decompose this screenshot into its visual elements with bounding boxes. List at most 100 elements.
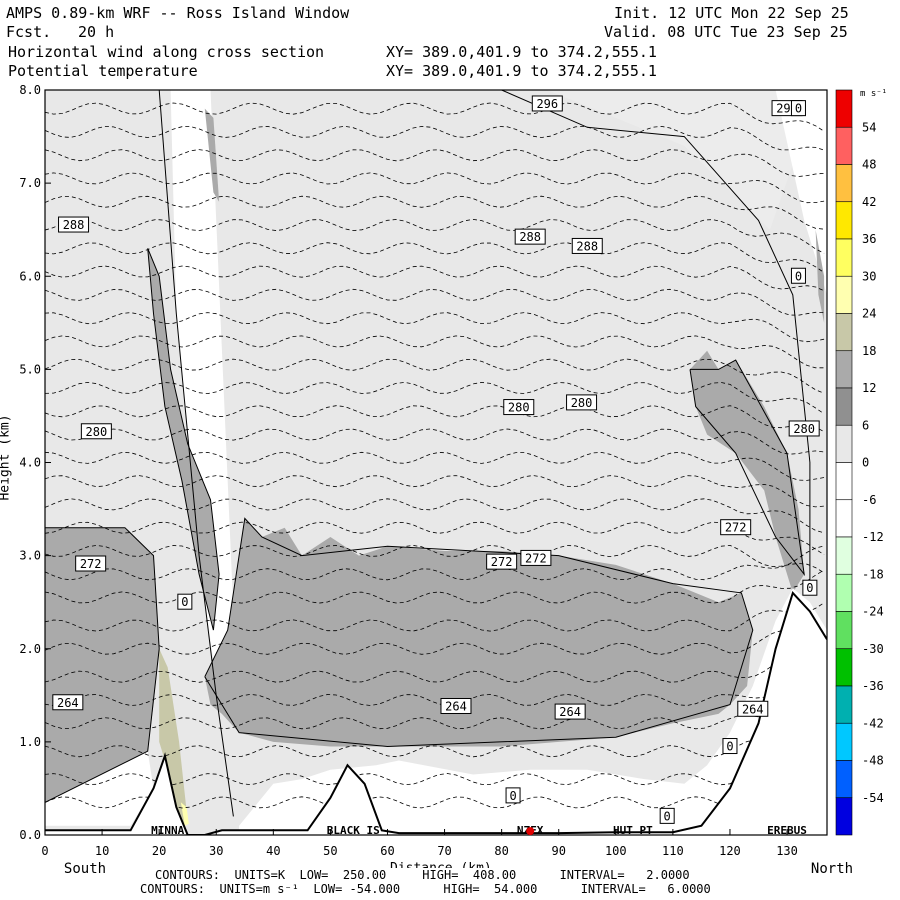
theta-contour bbox=[45, 195, 825, 230]
theta-label-box bbox=[737, 700, 769, 717]
theta-contour bbox=[45, 335, 825, 369]
theta-contour bbox=[45, 475, 825, 508]
theta-contour bbox=[45, 545, 825, 581]
field-theta-label: Potential temperature bbox=[8, 62, 198, 80]
theta-contour bbox=[45, 358, 825, 394]
y-tick-label: 4.0 bbox=[19, 456, 41, 470]
wind-fill-12-18-left bbox=[45, 527, 160, 803]
theta-label-box bbox=[720, 519, 752, 536]
theta-label-text: 272 bbox=[491, 555, 513, 569]
x-tick-label: 130 bbox=[776, 844, 798, 858]
colorbar-swatch bbox=[835, 462, 853, 501]
theta-contour bbox=[45, 451, 825, 481]
wind-label-box bbox=[802, 579, 818, 596]
wind-label-text: 0 bbox=[726, 740, 733, 754]
wind-contour bbox=[689, 359, 805, 577]
wind-fill-12-18-top bbox=[204, 108, 220, 202]
wind-fill-white-jet bbox=[170, 90, 234, 705]
y-tick-label: 0.0 bbox=[19, 828, 41, 842]
theta-label: 288 bbox=[571, 237, 603, 254]
theta-label: 264 bbox=[554, 703, 586, 720]
wind-fill-white-right bbox=[775, 90, 827, 295]
theta-label-text: 264 bbox=[445, 699, 467, 713]
x-tick-label: 30 bbox=[209, 844, 223, 858]
theta-label-box bbox=[58, 216, 90, 233]
colorbar-label: -36 bbox=[862, 679, 884, 693]
theta-contour bbox=[45, 405, 825, 433]
colorbar-swatch bbox=[835, 648, 853, 687]
theta-label-box bbox=[75, 555, 107, 572]
theta-contour bbox=[45, 149, 825, 177]
wind-label-text: 0 bbox=[806, 581, 813, 595]
x-tick-label: 110 bbox=[662, 844, 684, 858]
theta-contour bbox=[45, 265, 825, 292]
theta-label: 272 bbox=[486, 553, 518, 570]
theta-label: 264 bbox=[440, 697, 472, 714]
colorbar-label: 12 bbox=[862, 381, 876, 395]
colorbar-label: -24 bbox=[862, 605, 884, 619]
theta-contour bbox=[45, 498, 825, 534]
wind-label-box bbox=[790, 100, 806, 117]
wind-contour bbox=[204, 517, 754, 748]
wind-fill-12-18-right bbox=[690, 350, 805, 593]
terrain-label: MINNA bbox=[151, 824, 184, 837]
wind-label-text: 0 bbox=[795, 102, 802, 116]
forecast-label: Fcst. bbox=[6, 23, 52, 41]
wind-label-box bbox=[790, 267, 806, 284]
theta-label-box bbox=[514, 228, 546, 245]
theta-label-text: 272 bbox=[80, 557, 102, 571]
field-wind-label: Horizontal wind along cross section bbox=[8, 43, 325, 61]
y-tick-label: 1.0 bbox=[19, 735, 41, 749]
theta-contour bbox=[45, 569, 825, 604]
theta-label-box bbox=[52, 694, 84, 711]
x-tick-label: 80 bbox=[494, 844, 508, 858]
x-tick-label: 50 bbox=[323, 844, 337, 858]
x-end-label-south: South bbox=[64, 861, 106, 877]
wind-contour bbox=[45, 527, 160, 803]
colorbar-label: 54 bbox=[862, 120, 876, 134]
xy-range-2: XY= 389.0,401.9 to 374.2,555.1 bbox=[386, 62, 657, 80]
colorbar-swatch bbox=[835, 611, 853, 650]
theta-label: 296 bbox=[531, 95, 563, 112]
wind-label-text: 0 bbox=[509, 789, 516, 803]
init-time: Init. 12 UTC Mon 22 Sep 25 bbox=[614, 4, 849, 22]
wind-contour bbox=[158, 90, 234, 817]
y-tick-label: 8.0 bbox=[19, 83, 41, 97]
wind-contour bbox=[147, 248, 220, 631]
x-tick-label: 70 bbox=[437, 844, 451, 858]
theta-label-text: 288 bbox=[63, 218, 85, 232]
colorbar-swatch bbox=[835, 275, 853, 314]
colorbar-swatch bbox=[835, 164, 853, 203]
theta-label: 280 bbox=[503, 399, 535, 416]
x-tick-label: 0 bbox=[41, 844, 48, 858]
wind-label: 0 bbox=[722, 738, 738, 755]
wind-label-box bbox=[659, 807, 675, 824]
wind-label: 0 bbox=[659, 807, 675, 824]
wind-label: 0 bbox=[802, 579, 818, 596]
colorbar-swatch bbox=[835, 313, 853, 352]
theta-contour bbox=[45, 125, 825, 151]
colorbar-label: 36 bbox=[862, 232, 876, 246]
colorbar-swatch bbox=[835, 499, 853, 538]
colorbar-label: 6 bbox=[862, 418, 869, 432]
theta-label-text: 280 bbox=[86, 425, 108, 439]
colorbar-label: -48 bbox=[862, 754, 884, 768]
theta-label-text: 296 bbox=[536, 97, 558, 111]
theta-label-box bbox=[531, 95, 563, 112]
colorbar-swatch bbox=[835, 201, 853, 240]
wind-label-text: 0 bbox=[795, 269, 802, 283]
theta-contour bbox=[45, 521, 825, 556]
theta-contour bbox=[45, 722, 825, 758]
colorbar-label: 48 bbox=[862, 158, 876, 172]
station-marker bbox=[526, 827, 535, 836]
theta-contour bbox=[45, 602, 825, 632]
colorbar-label: 0 bbox=[862, 456, 869, 470]
colorbar-label: 18 bbox=[862, 344, 876, 358]
colorbar-label: 42 bbox=[862, 195, 876, 209]
theta-label-box bbox=[503, 399, 535, 416]
terrain-label: BLACK IS bbox=[327, 824, 380, 837]
theta-label-text: 288 bbox=[519, 230, 541, 244]
y-axis-title: Height (km) bbox=[0, 414, 13, 501]
theta-contour bbox=[45, 312, 825, 343]
